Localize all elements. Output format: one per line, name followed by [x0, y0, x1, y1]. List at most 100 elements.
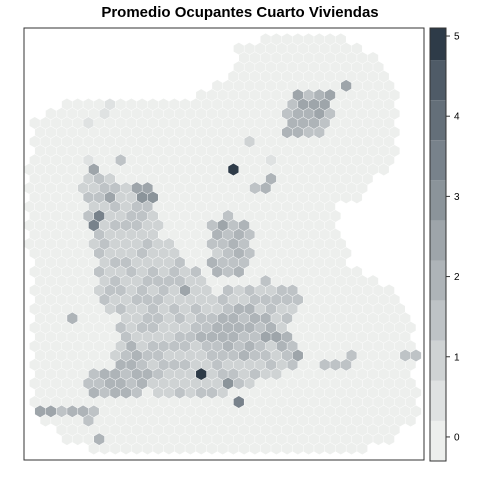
hex-cell — [351, 79, 363, 92]
hex-cell — [238, 70, 250, 83]
hex-cell — [222, 135, 234, 148]
hex-cell — [244, 265, 255, 278]
hex-cell — [271, 182, 282, 195]
hex-cell — [163, 126, 175, 139]
hex-cell — [319, 284, 330, 297]
hex-cell — [244, 414, 255, 427]
hex-cell — [314, 368, 325, 381]
hex-cell — [276, 340, 287, 353]
hex-cell — [308, 154, 320, 167]
hex-cell — [222, 98, 234, 111]
hex-cell — [233, 172, 244, 185]
hex-cell — [373, 61, 384, 74]
hex-cell — [217, 144, 228, 157]
hex-cell — [179, 210, 191, 222]
hex-cell — [94, 377, 105, 390]
hex-cell — [265, 414, 277, 427]
hex-cell — [190, 228, 201, 241]
hex-cell — [56, 293, 67, 306]
hex-cell — [45, 405, 56, 418]
hex-cell — [389, 107, 400, 120]
hex-cell — [357, 275, 368, 288]
hex-cell — [265, 284, 277, 297]
hex-cell — [110, 368, 121, 381]
hex-cell — [383, 340, 395, 353]
hex-cell — [292, 293, 303, 306]
hex-cell — [115, 191, 126, 204]
hex-cell — [308, 98, 320, 111]
hex-cell — [303, 293, 314, 306]
hex-cell — [126, 172, 137, 185]
hex-cell — [185, 312, 196, 325]
hex-cell — [24, 237, 35, 250]
hex-cell — [34, 182, 46, 195]
hex-cell — [341, 433, 352, 446]
hex-cell — [94, 210, 105, 222]
hex-cell — [298, 303, 309, 315]
hex-cell — [281, 256, 293, 269]
hex-cell — [319, 303, 330, 315]
hex-cell — [196, 368, 207, 381]
hex-cell — [212, 135, 223, 148]
hex-cell — [83, 265, 94, 278]
hex-cell — [335, 237, 346, 250]
hex-cell — [287, 210, 298, 222]
hex-cell — [83, 284, 94, 297]
hex-cell — [249, 275, 261, 288]
hex-cell — [212, 358, 223, 371]
hex-cell — [217, 442, 228, 455]
hex-cell — [56, 237, 67, 250]
hex-cell — [255, 321, 266, 334]
hex-cell — [255, 135, 266, 148]
hex-cell — [335, 405, 346, 418]
hex-cell — [287, 42, 298, 55]
hex-cell — [271, 312, 282, 325]
hex-cell — [260, 107, 271, 120]
hex-cell — [228, 182, 239, 195]
hex-cell — [249, 386, 261, 399]
hex-cell — [298, 42, 309, 55]
hex-cell — [255, 79, 266, 92]
hex-cell — [142, 144, 153, 157]
hex-cell — [136, 117, 148, 129]
hex-cell — [383, 284, 395, 297]
hex-cell — [351, 191, 363, 204]
hex-cell — [142, 256, 153, 269]
hex-cell — [238, 182, 250, 195]
legend-color-step — [430, 340, 446, 381]
hex-cell — [196, 405, 207, 418]
hex-cell — [341, 303, 352, 315]
hex-cell — [169, 321, 180, 334]
hex-cell — [346, 51, 357, 64]
hex-cell — [287, 340, 298, 353]
hex-cell — [357, 70, 368, 83]
hex-cell — [330, 228, 341, 241]
hex-cell — [212, 172, 223, 185]
hex-cell — [287, 284, 298, 297]
hex-cell — [233, 61, 244, 74]
hex-cell — [45, 386, 56, 399]
hex-cell — [265, 79, 277, 92]
hex-cell — [319, 154, 330, 167]
hex-cell — [314, 219, 325, 232]
hex-cell — [292, 349, 303, 362]
hex-cell — [56, 405, 67, 418]
hex-cell — [222, 303, 234, 315]
hex-cell — [260, 182, 271, 195]
hex-cell — [292, 330, 303, 343]
hex-cell — [83, 377, 94, 390]
hex-cell — [158, 210, 169, 222]
hex-cell — [265, 358, 277, 371]
hex-cell — [341, 191, 352, 204]
hex-cell — [206, 126, 218, 139]
hex-cell — [190, 98, 201, 111]
hex-cell — [308, 265, 320, 278]
hex-cell — [324, 51, 336, 64]
hex-cell — [238, 275, 250, 288]
hex-cell — [308, 210, 320, 222]
hex-cell — [212, 284, 223, 297]
hex-cell — [72, 210, 83, 222]
hex-cell — [51, 117, 62, 129]
hex-cell — [249, 349, 261, 362]
hex-cell — [405, 340, 416, 353]
